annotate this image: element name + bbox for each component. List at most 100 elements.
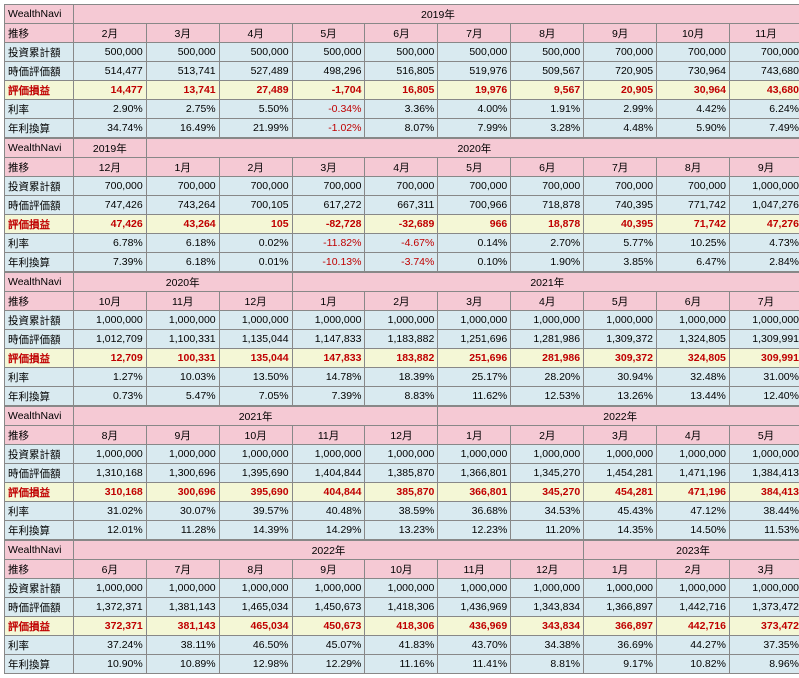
cell: 7.99% [438,119,511,138]
row-pl: 評価損益14,47713,74127,489-1,70416,80519,976… [5,81,799,100]
cell: 471,196 [657,483,730,502]
cell: 0.02% [219,234,292,253]
cell: 450,673 [292,617,365,636]
cell: 1,442,716 [657,598,730,617]
cell: 1,047,276 [730,196,799,215]
cell: 10.03% [146,368,219,387]
block-3: WealthNavi2021年2022年推移8月9月10月11月12月1月2月3… [4,406,799,540]
cell: 1,450,673 [292,598,365,617]
cell: 385,870 [365,483,438,502]
year-span: 2023年 [584,541,799,560]
cell: 366,897 [584,617,657,636]
month-cell: 3月 [438,292,511,311]
cell: 13.26% [584,387,657,406]
cell: 20,905 [584,81,657,100]
row-pl: 評価損益372,371381,143465,034450,673418,3064… [5,617,799,636]
cell: 1,000,000 [657,445,730,464]
cell: 617,272 [292,196,365,215]
month-cell: 12月 [219,292,292,311]
cell: 1,310,168 [73,464,146,483]
cell: 0.14% [438,234,511,253]
cell: 300,696 [146,483,219,502]
cell: 14,477 [73,81,146,100]
cell: 40.48% [292,502,365,521]
cell: 8.96% [729,655,799,674]
row-label: 時価評価額 [5,196,74,215]
row-ann: 年利換算12.01%11.28%14.39%14.29%13.23%12.23%… [5,521,799,540]
row-mkt: 時価評価額514,477513,741527,489498,296516,805… [5,62,799,81]
month-cell: 10月 [219,426,292,445]
month-cell: 8月 [219,560,292,579]
cell: 700,000 [730,43,799,62]
cell: 1,385,870 [365,464,438,483]
cell: 0.73% [73,387,146,406]
cell: 465,034 [219,617,292,636]
month-cell: 6月 [511,158,584,177]
cell: -82,728 [292,215,365,234]
cell: 700,000 [73,177,146,196]
cell: 1,372,371 [73,598,146,617]
title-cell: WealthNavi [5,407,74,426]
cell: 372,371 [73,617,146,636]
cell: 500,000 [73,43,146,62]
cell: 1.27% [73,368,146,387]
cell: 18.39% [365,368,438,387]
row-invest: 投資累計額500,000500,000500,000500,000500,000… [5,43,799,62]
cell: 1,309,372 [584,330,657,349]
cell: 6.18% [146,253,219,272]
month-cell: 8月 [73,426,146,445]
cell: 9,567 [511,81,584,100]
cell: 43,264 [146,215,219,234]
year-span: 2022年 [73,541,583,560]
cell: 500,000 [219,43,292,62]
cell: 45.07% [292,636,365,655]
cell: 1,000,000 [365,445,438,464]
row-invest: 投資累計額1,000,0001,000,0001,000,0001,000,00… [5,445,799,464]
cell: 44.27% [657,636,730,655]
cell: 30,964 [657,81,730,100]
row-label: 時価評価額 [5,62,74,81]
month-cell: 8月 [657,158,730,177]
cell: 1,000,000 [438,311,511,330]
cell: 2.70% [511,234,584,253]
row-label: 評価損益 [5,349,74,368]
cell: 6.18% [146,234,219,253]
row-mkt: 時価評価額1,012,7091,100,3311,135,0441,147,83… [5,330,799,349]
cell: 1,000,000 [219,579,292,598]
month-cell: 7月 [729,292,799,311]
month-cell: 11月 [292,426,365,445]
cell: 404,844 [292,483,365,502]
month-cell: 4月 [511,292,584,311]
row-ann: 年利換算34.74%16.49%21.99%-1.02%8.07%7.99%3.… [5,119,799,138]
cell: 1,000,000 [292,445,365,464]
cell: 11.62% [438,387,511,406]
cell: 500,000 [438,43,511,62]
cell: 1,000,000 [657,579,730,598]
cell: 1,000,000 [584,311,657,330]
cell: 5.90% [657,119,730,138]
cell: 38.11% [146,636,219,655]
cell: 4.42% [657,100,730,119]
cell: 12.40% [729,387,799,406]
month-cell: 6月 [657,292,730,311]
month-cell: 10月 [365,560,438,579]
cell: 38.44% [730,502,799,521]
cell: 281,986 [511,349,584,368]
cell: -4.67% [365,234,438,253]
cell: 2.84% [730,253,799,272]
cell: 500,000 [146,43,219,62]
header-title-row: WealthNavi2020年2021年 [5,273,799,292]
cell: 8.83% [365,387,438,406]
cell: 1.90% [511,253,584,272]
header-month-row: 推移6月7月8月9月10月11月12月1月2月3月 [5,560,799,579]
cell: 454,281 [584,483,657,502]
month-cell: 5月 [730,426,799,445]
cell: 13,741 [146,81,219,100]
cell: 16,805 [365,81,438,100]
cell: 436,969 [438,617,511,636]
cell: 1,000,000 [292,579,365,598]
cell: 46.50% [219,636,292,655]
header-title-row: WealthNavi2019年 [5,5,799,24]
cell: 25.17% [438,368,511,387]
cell: 1,436,969 [438,598,511,617]
